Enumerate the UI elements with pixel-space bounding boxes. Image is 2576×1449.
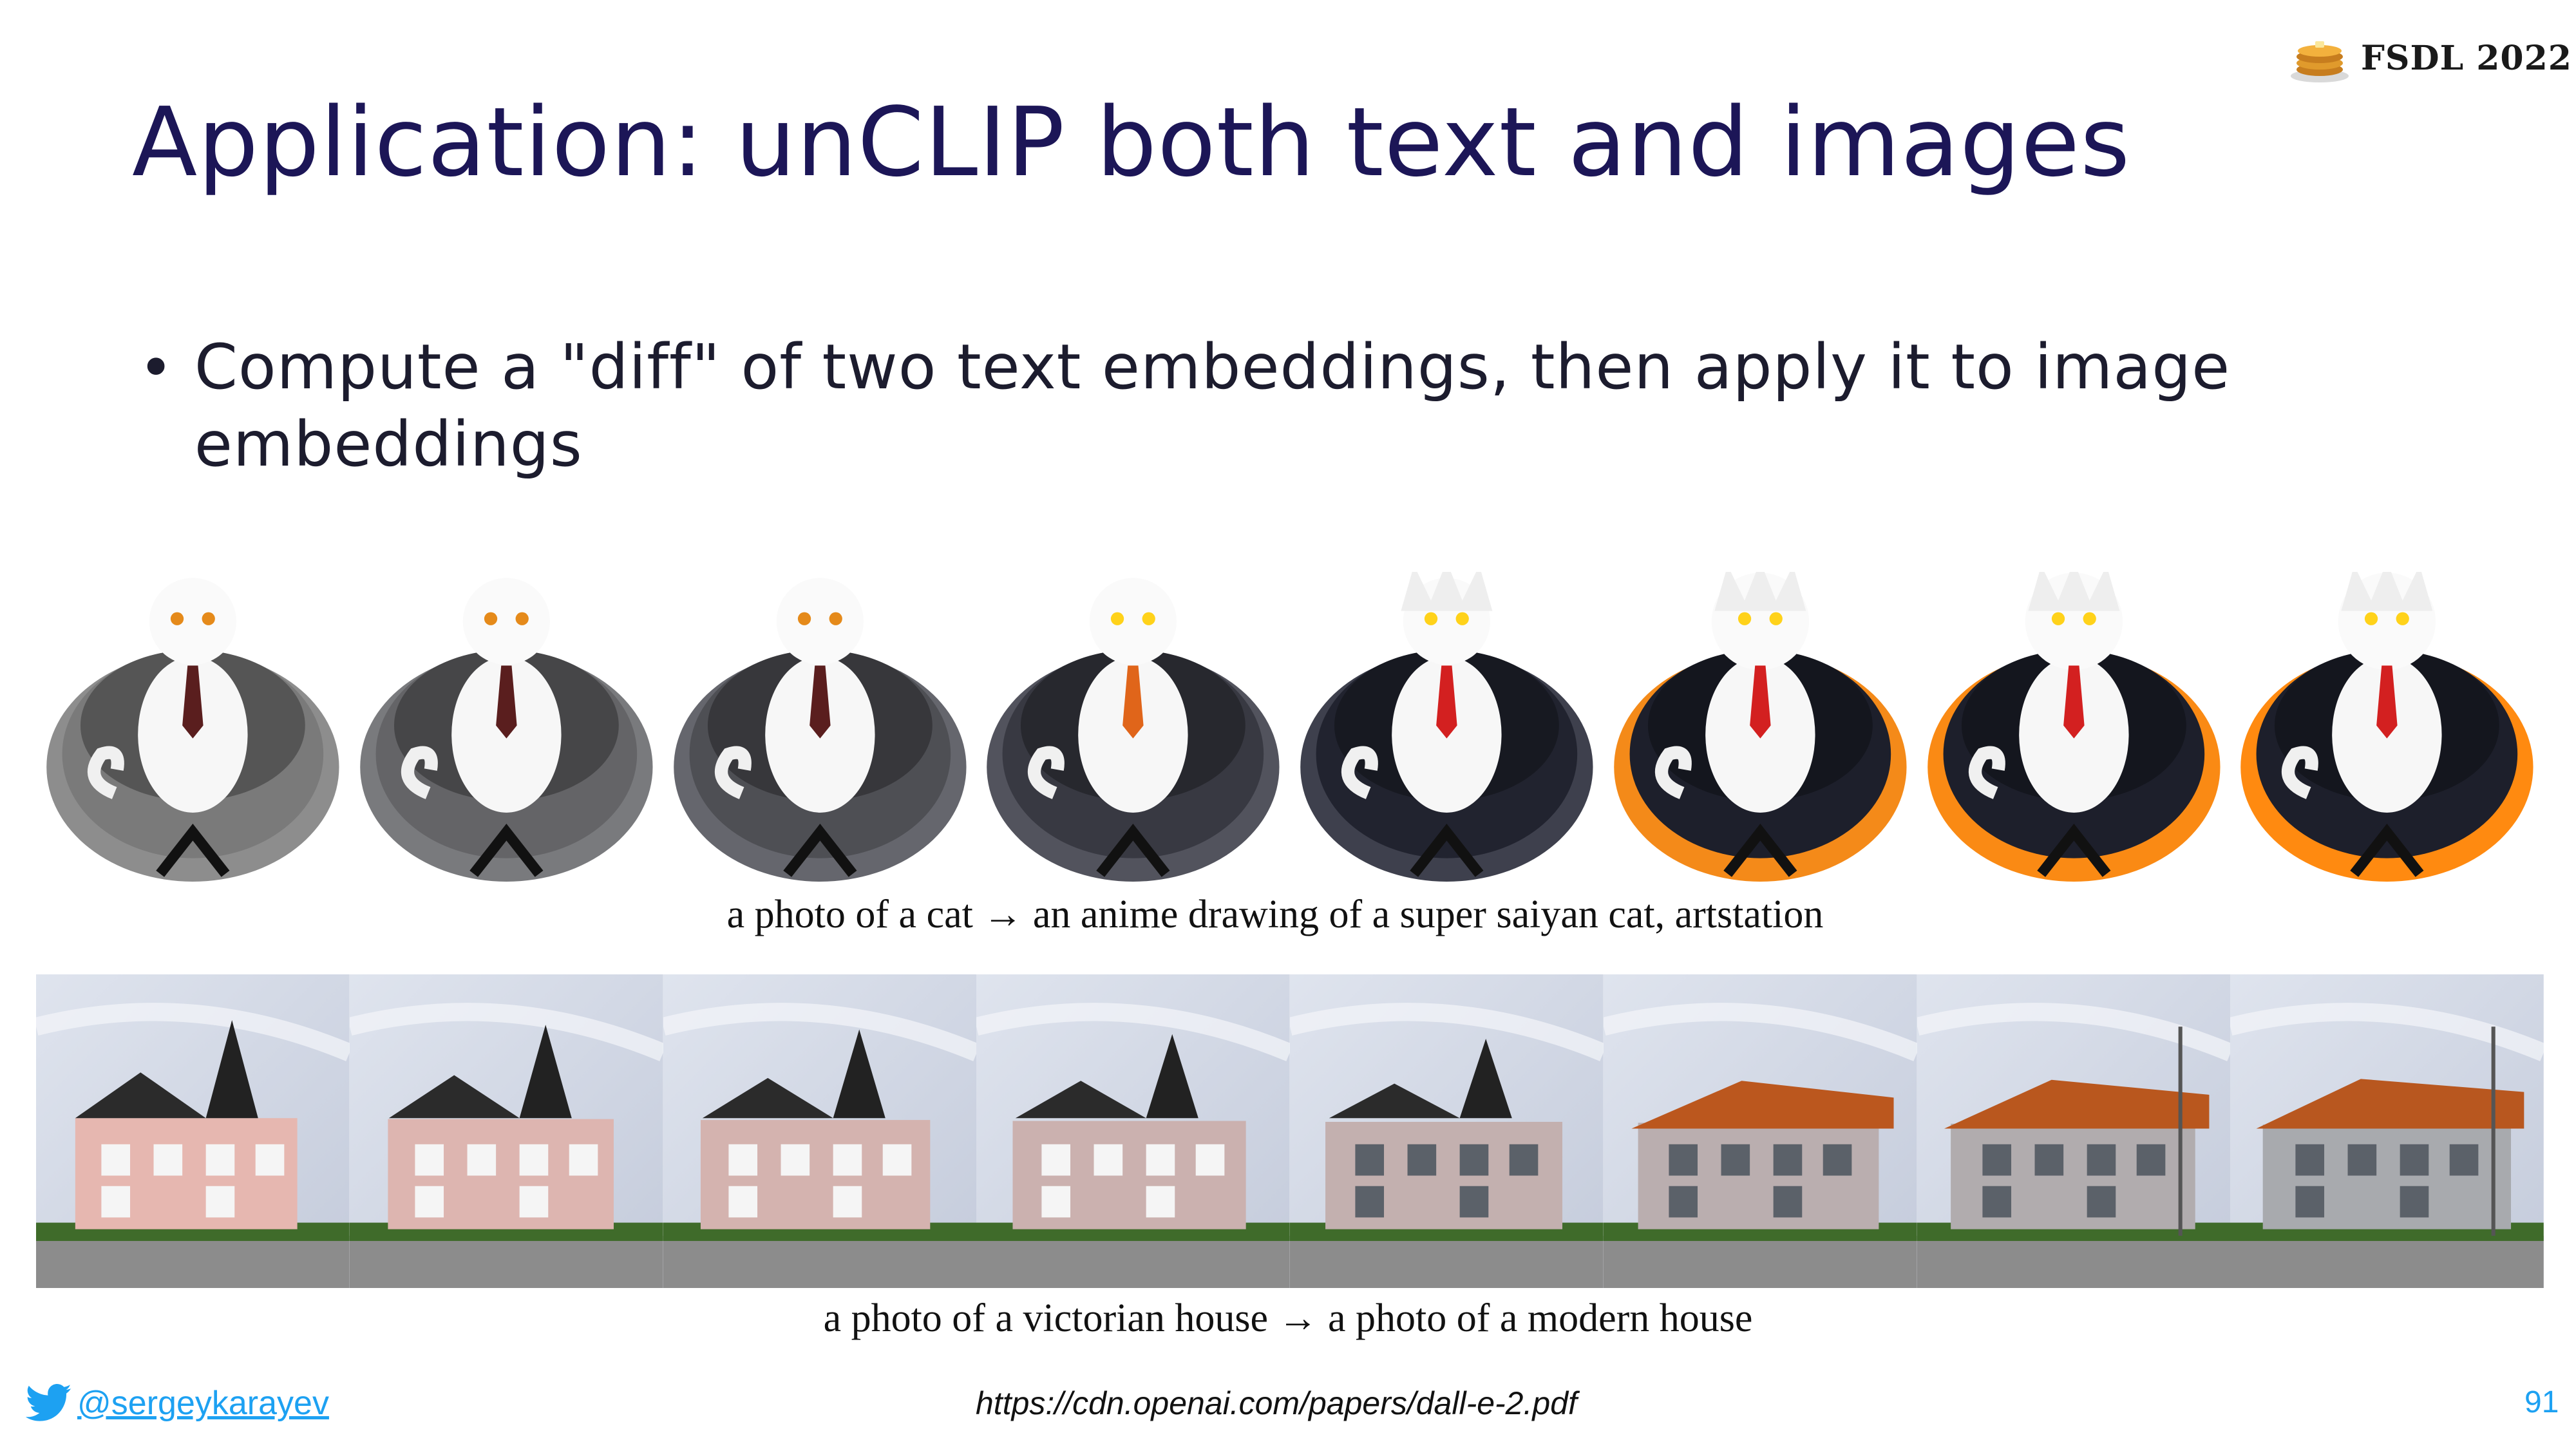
house-image-frame (2230, 974, 2544, 1288)
house-strip-caption: a photo of a victorian house → a photo o… (823, 1296, 1753, 1340)
house-image-frame (1917, 974, 2231, 1288)
house-image-frame (663, 974, 977, 1288)
header-logo: FSDL 2022 (2289, 32, 2572, 84)
bullet-text: Compute a "diff" of two text embeddings,… (194, 331, 2231, 480)
house-image-frame (36, 974, 350, 1288)
pancake-stack-icon (2291, 41, 2349, 82)
logo-text: FSDL 2022 (2361, 38, 2572, 78)
cat-image-frame (1290, 572, 1604, 884)
cat-image-frame (2230, 572, 2544, 884)
house-image-strip (36, 974, 2544, 1288)
source-url[interactable]: https://cdn.openai.com/papers/dall-e-2.p… (976, 1385, 1577, 1421)
house-image-frame (1603, 974, 1917, 1288)
bullet-item: • Compute a "diff" of two text embedding… (138, 328, 2360, 483)
cat-image-frame (349, 572, 663, 884)
cat-image-frame (1917, 572, 2231, 884)
bullet-dot: • (138, 334, 174, 402)
house-image-frame (1290, 974, 1604, 1288)
house-image-frame (349, 974, 663, 1288)
twitter-link[interactable]: @sergeykarayev (26, 1383, 329, 1423)
twitter-handle[interactable]: @sergeykarayev (77, 1385, 329, 1422)
cat-image-strip (36, 572, 2544, 884)
cat-image-frame (1603, 572, 1917, 884)
page-number: 91 (2524, 1385, 2559, 1419)
twitter-bird-icon (26, 1384, 71, 1421)
cat-image-frame (976, 572, 1290, 884)
cat-image-frame (36, 572, 350, 884)
cat-strip-caption: a photo of a cat → an anime drawing of a… (726, 893, 1824, 936)
slide-title: Application: unCLIP both text and images (132, 87, 2131, 198)
cat-image-frame (663, 572, 977, 884)
house-image-frame (976, 974, 1290, 1288)
bullet-list: • Compute a "diff" of two text embedding… (138, 328, 2360, 483)
